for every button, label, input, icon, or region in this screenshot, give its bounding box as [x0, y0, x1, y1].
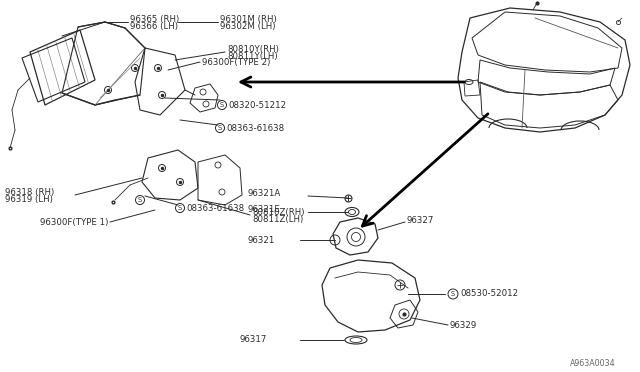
Text: 96321E: 96321E — [248, 205, 281, 214]
Text: S: S — [178, 205, 182, 211]
Text: 96366 (LH): 96366 (LH) — [130, 22, 178, 31]
Text: S: S — [220, 102, 224, 108]
Text: S: S — [138, 197, 142, 203]
Text: 96317: 96317 — [240, 336, 268, 344]
Text: 96329: 96329 — [450, 321, 477, 330]
Text: 96321: 96321 — [248, 235, 275, 244]
Text: 80811Y(LH): 80811Y(LH) — [227, 51, 278, 61]
Text: 96365 (RH): 96365 (RH) — [130, 15, 179, 23]
Text: 80810Z(RH): 80810Z(RH) — [252, 208, 305, 217]
Text: S: S — [451, 291, 455, 297]
Text: 80811Z(LH): 80811Z(LH) — [252, 215, 303, 224]
Text: 96318 (RH): 96318 (RH) — [5, 187, 54, 196]
Text: 96301M (RH): 96301M (RH) — [220, 15, 276, 23]
Text: 96300F(TYPE 2): 96300F(TYPE 2) — [202, 58, 270, 67]
Text: 80810Y(RH): 80810Y(RH) — [227, 45, 279, 54]
Text: 96321A: 96321A — [248, 189, 281, 198]
Text: 08363-61638: 08363-61638 — [226, 124, 284, 132]
Text: 96319 (LH): 96319 (LH) — [5, 195, 53, 203]
Text: 08320-51212: 08320-51212 — [228, 100, 286, 109]
Text: 08530-52012: 08530-52012 — [460, 289, 518, 298]
Text: S: S — [218, 125, 222, 131]
Text: A963A0034: A963A0034 — [570, 359, 616, 368]
Text: 08363-61638: 08363-61638 — [186, 203, 244, 212]
Text: 96300F(TYPE 1): 96300F(TYPE 1) — [40, 218, 108, 227]
Text: 96302M (LH): 96302M (LH) — [220, 22, 275, 31]
Text: 96327: 96327 — [407, 215, 435, 224]
